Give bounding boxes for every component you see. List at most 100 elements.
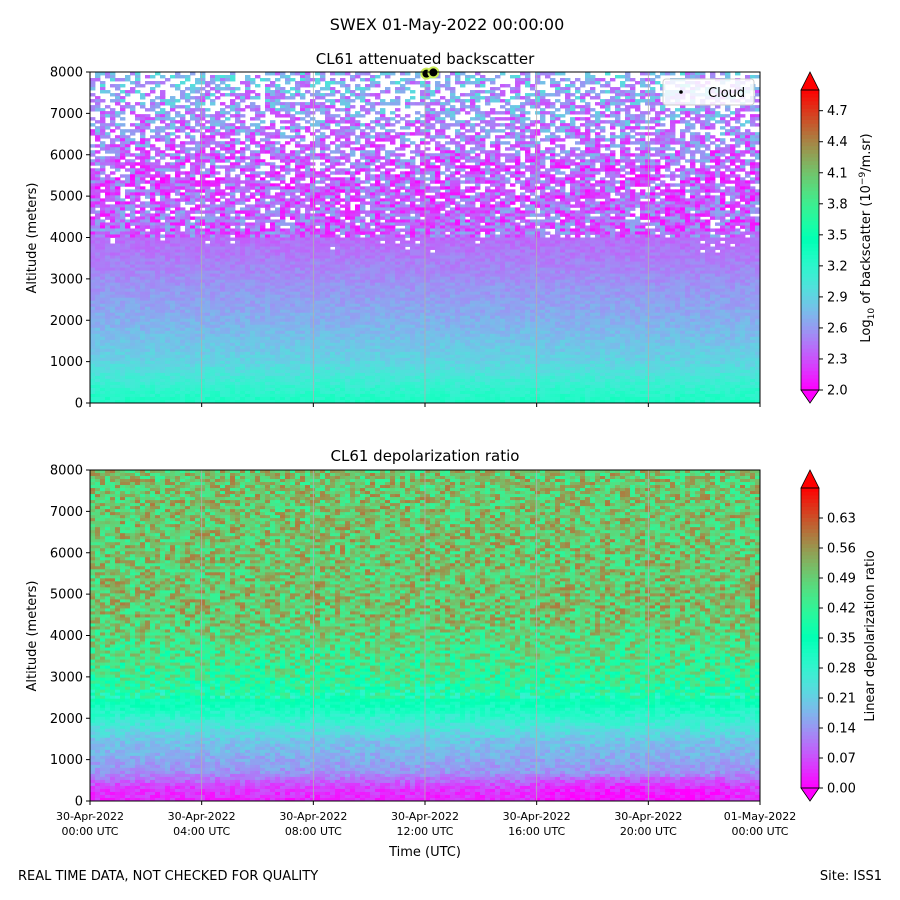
heatmap-cell	[165, 153, 170, 156]
heatmap-cell	[240, 129, 245, 132]
heatmap-cell	[200, 75, 205, 78]
heatmap-cell	[385, 213, 390, 216]
heatmap-cell	[565, 198, 570, 201]
heatmap-cell	[700, 138, 705, 141]
heatmap-cell	[215, 222, 220, 225]
heatmap-cell	[150, 201, 155, 204]
heatmap-cell	[520, 102, 525, 105]
heatmap-cell	[595, 114, 600, 117]
heatmap-cell	[90, 222, 95, 225]
heatmap-cell	[520, 105, 525, 108]
heatmap-cell	[570, 195, 575, 198]
heatmap-cell	[120, 96, 125, 99]
heatmap-cell	[330, 219, 335, 222]
heatmap-cell	[330, 195, 335, 198]
heatmap-cell	[590, 216, 595, 219]
heatmap-cell	[135, 78, 140, 81]
heatmap-cell	[200, 96, 205, 99]
heatmap-cell	[240, 180, 245, 183]
heatmap-cell	[695, 114, 700, 117]
heatmap-cell	[600, 99, 605, 102]
heatmap-cell	[105, 132, 110, 135]
heatmap-cell	[595, 111, 600, 114]
heatmap-cell	[220, 195, 225, 198]
heatmap-cell	[275, 165, 280, 168]
heatmap-cell	[600, 222, 605, 225]
heatmap-cell	[520, 174, 525, 177]
heatmap-cell	[165, 168, 170, 171]
heatmap-cell	[350, 180, 355, 183]
heatmap-cell	[245, 105, 250, 108]
heatmap-cell	[625, 183, 630, 186]
heatmap-cell	[290, 153, 295, 156]
heatmap-cell	[740, 219, 745, 222]
heatmap-cell	[160, 186, 165, 189]
heatmap-cell	[720, 150, 725, 153]
heatmap-cell	[520, 123, 525, 126]
heatmap-cell	[245, 129, 250, 132]
heatmap-cell	[360, 129, 365, 132]
heatmap-cell	[110, 150, 115, 153]
heatmap-cell	[350, 129, 355, 132]
heatmap-cell	[510, 87, 515, 90]
heatmap-cell	[660, 150, 665, 153]
heatmap-cell	[450, 72, 455, 75]
heatmap-cell	[650, 213, 655, 216]
heatmap-cell	[640, 96, 645, 99]
heatmap-cell	[435, 195, 440, 198]
heatmap-cell	[645, 213, 650, 216]
heatmap-cell	[470, 108, 475, 111]
heatmap-cell	[400, 159, 405, 162]
heatmap-cell	[560, 195, 565, 198]
heatmap-cell	[730, 117, 735, 120]
heatmap-cell	[210, 159, 215, 162]
heatmap-cell	[385, 195, 390, 198]
heatmap-cell	[150, 177, 155, 180]
heatmap-cell	[200, 228, 205, 231]
heatmap-cell	[505, 222, 510, 225]
heatmap-cell	[725, 201, 730, 204]
heatmap-cell	[220, 120, 225, 123]
heatmap-cell	[450, 111, 455, 114]
heatmap-cell	[225, 213, 230, 216]
heatmap-cell	[745, 183, 750, 186]
heatmap-cell	[450, 105, 455, 108]
heatmap-cell	[635, 174, 640, 177]
heatmap-cell	[645, 195, 650, 198]
heatmap-cell	[340, 144, 345, 147]
heatmap-cell	[590, 201, 595, 204]
heatmap-cell	[225, 228, 230, 231]
heatmap-cell	[95, 210, 100, 213]
heatmap-cell	[605, 189, 610, 192]
heatmap-cell	[220, 192, 225, 195]
heatmap-cell	[295, 159, 300, 162]
heatmap-cell	[375, 111, 380, 114]
heatmap-cell	[560, 177, 565, 180]
heatmap-cell	[100, 162, 105, 165]
heatmap-cell	[460, 204, 465, 207]
heatmap-cell	[320, 111, 325, 114]
heatmap-cell	[610, 141, 615, 144]
heatmap-cell	[515, 180, 520, 183]
heatmap-cell	[565, 180, 570, 183]
heatmap-cell	[475, 147, 480, 150]
heatmap-cell	[530, 135, 535, 138]
heatmap-cell	[445, 108, 450, 111]
heatmap-cell	[285, 222, 290, 225]
heatmap-cell	[135, 156, 140, 159]
heatmap-cell	[280, 192, 285, 195]
heatmap-cell	[585, 201, 590, 204]
heatmap-cell	[205, 186, 210, 189]
heatmap-cell	[185, 123, 190, 126]
heatmap-cell	[150, 195, 155, 198]
heatmap-cell	[295, 168, 300, 171]
heatmap-cell	[415, 204, 420, 207]
heatmap-cell	[435, 219, 440, 222]
heatmap-cell	[360, 225, 365, 228]
heatmap-cell	[645, 165, 650, 168]
heatmap-cell	[300, 228, 305, 231]
heatmap-cell	[525, 168, 530, 171]
heatmap-cell	[715, 168, 720, 171]
heatmap-cell	[450, 201, 455, 204]
heatmap-cell	[315, 123, 320, 126]
